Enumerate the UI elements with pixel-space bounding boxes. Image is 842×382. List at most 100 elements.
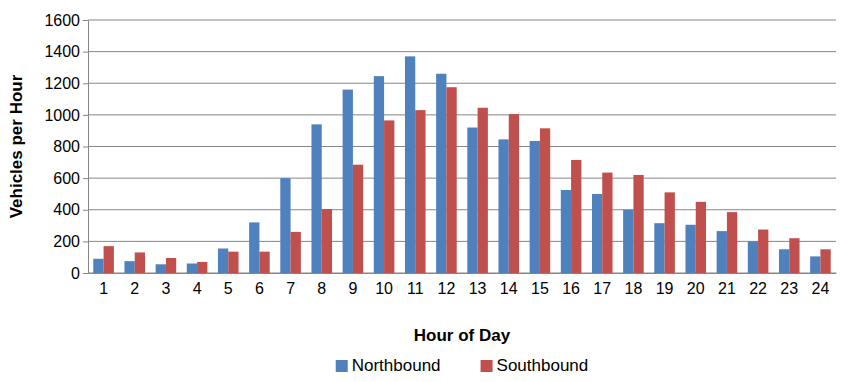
bar [322,209,332,273]
bar [259,252,269,273]
bar [696,202,706,273]
bar [446,87,456,273]
bar [727,212,737,273]
bars [93,56,830,273]
grid-line [88,20,836,21]
bar [467,128,477,273]
x-tick: 2 [130,273,139,297]
bar [249,222,259,273]
x-tick-label: 6 [255,280,264,297]
bar [187,264,197,273]
x-tick-label: 14 [500,280,518,297]
grid-line [88,178,836,179]
bar [405,56,415,273]
bar [228,252,238,273]
bar-series [93,56,820,273]
x-tick-label: 16 [562,280,580,297]
bar [509,114,519,273]
x-axis-title: Hour of Day [414,326,511,345]
bar-series [104,87,831,273]
bar [124,261,134,273]
y-tick-mark [83,20,88,21]
bar [197,262,207,273]
y-tick-label: 1000 [44,106,80,123]
bar [291,232,301,273]
bar [104,246,114,273]
y-tick: 600 [53,170,88,187]
x-tick-label: 4 [193,280,202,297]
grid-line [88,51,836,52]
bar [623,210,633,273]
grid [88,20,836,273]
x-tick-label: 24 [812,280,830,297]
bar [633,175,643,273]
y-tick-mark [83,115,88,116]
x-tick: 23 [780,273,798,297]
x-tick-label: 23 [780,280,798,297]
x-tick: 17 [593,273,611,297]
bar [758,230,768,273]
bar [135,252,145,273]
y-tick-mark [83,83,88,84]
bar [436,74,446,273]
bar [685,225,695,273]
y-tick-label: 1200 [44,75,80,92]
x-tick: 3 [161,273,170,297]
grid-line [88,209,836,210]
x-tick-label: 7 [286,280,295,297]
x-tick: 1 [99,273,108,297]
bar [93,259,103,273]
legend-label: Northbound [352,356,441,375]
x-tick: 18 [625,273,643,297]
y-tick-mark [83,273,88,274]
y-tick: 1600 [44,12,88,29]
y-axis: 02004006008001000120014001600 [44,12,88,282]
bar [561,190,571,273]
bar [571,160,581,273]
y-tick: 200 [53,233,88,250]
y-tick-label: 400 [53,201,80,218]
bar [498,139,508,273]
grid-line [88,146,836,147]
bar [540,128,550,273]
bar [343,90,353,273]
y-tick-mark [83,241,88,242]
x-tick: 10 [375,273,393,297]
x-tick: 15 [531,273,549,297]
x-tick: 7 [286,273,295,297]
x-tick: 24 [812,273,830,297]
x-tick-label: 1 [99,280,108,297]
x-tick-label: 8 [317,280,326,297]
plot: 0200400600800100012001400160012345678910… [44,12,836,298]
y-tick-label: 1600 [44,12,80,29]
x-axis-line [89,273,837,274]
bar [602,173,612,273]
y-tick: 1000 [44,106,88,123]
x-tick: 8 [317,273,326,297]
y-tick-mark [83,178,88,179]
y-axis-title: Vehicles per Hour [7,74,26,218]
y-tick-label: 800 [53,138,80,155]
x-tick: 14 [500,273,518,297]
bar [530,141,540,273]
legend-swatch [336,360,348,372]
bar [415,110,425,273]
x-tick: 6 [255,273,264,297]
x-tick-label: 15 [531,280,549,297]
y-tick-mark [83,210,88,211]
x-tick: 5 [224,273,233,297]
chart: 0200400600800100012001400160012345678910… [0,0,842,382]
x-tick-label: 9 [348,280,357,297]
x-tick: 20 [687,273,705,297]
legend-item: Northbound [336,356,441,375]
y-tick-label: 0 [71,265,80,282]
bar [384,120,394,273]
x-tick-label: 22 [749,280,767,297]
bar [311,124,321,273]
x-tick: 16 [562,273,580,297]
grid-line [88,83,836,84]
bar [810,256,820,273]
bar [789,238,799,273]
bar [374,76,384,273]
x-tick: 21 [718,273,736,297]
